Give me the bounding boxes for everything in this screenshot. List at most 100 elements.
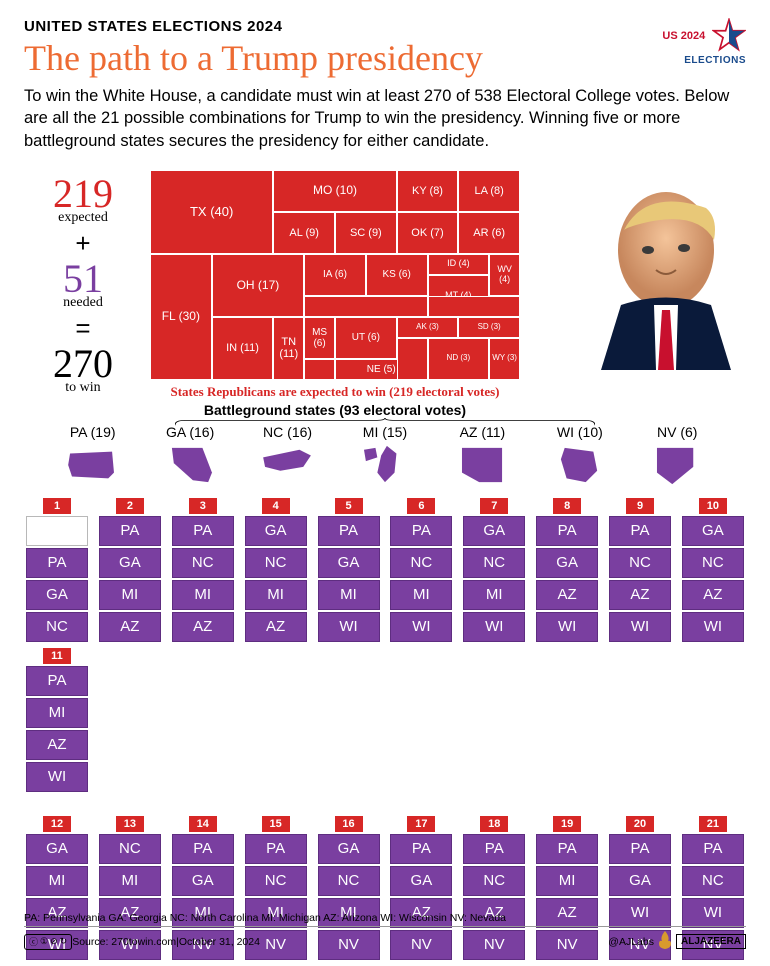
- state-shape-icon: [357, 444, 412, 486]
- battleground-row: PA (19)GA (16)NC (16)MI (15)AZ (11)WI (1…: [44, 424, 726, 486]
- treemap-cell: IN (11): [212, 317, 274, 380]
- cc-badge: ⓒ ① ⊘ ↻: [24, 934, 72, 950]
- header-text: UNITED STATES ELECTIONS 2024 The path to…: [24, 18, 483, 79]
- needed-number: 51: [24, 261, 142, 297]
- nc-icon: ⊘: [50, 936, 58, 947]
- treemap-cell: LA (8): [458, 170, 520, 212]
- expected-number: 219: [24, 176, 142, 212]
- combination-number: 16: [335, 816, 363, 832]
- combination-state-cell: PA: [26, 548, 88, 578]
- battleground-state-label: WI (10): [531, 424, 628, 440]
- treemap-cell: KY (8): [397, 170, 459, 212]
- combination-state-cell: WI: [318, 612, 380, 642]
- combination-column: 8PAGAAZWI: [536, 498, 598, 644]
- treemap-cell: MO (10): [273, 170, 396, 212]
- combination-state-cell: GA: [26, 580, 88, 610]
- combination-state-cell: NC: [682, 548, 744, 578]
- combination-state-cell: NC: [463, 866, 525, 896]
- battleground-state-label: MI (15): [336, 424, 433, 440]
- date-text: October 31, 2024: [179, 936, 260, 948]
- combination-state-cell: NC: [390, 548, 452, 578]
- combination-number: 12: [43, 816, 71, 832]
- state-shape-icon: [552, 444, 607, 486]
- combination-number: 5: [335, 498, 363, 514]
- combination-column: 2PAGAMIAZ: [99, 498, 161, 644]
- battleground-state-label: NV (6): [629, 424, 726, 440]
- combination-column: 4GANCMIAZ: [245, 498, 307, 644]
- treemap-cell: WV (4): [489, 254, 520, 296]
- battleground-state: AZ (11): [434, 424, 531, 486]
- combination-number: 13: [116, 816, 144, 832]
- combination-state-cell: WI: [390, 612, 452, 642]
- combination-state-cell: AZ: [536, 580, 598, 610]
- headline: The path to a Trump presidency: [24, 37, 483, 79]
- combination-number: 9: [626, 498, 654, 514]
- combination-number: 4: [262, 498, 290, 514]
- combination-state-cell: PA: [99, 516, 161, 546]
- plus-sign: +: [24, 228, 142, 259]
- treemap-cell: TX (40): [150, 170, 273, 254]
- combination-state-cell: MI: [99, 580, 161, 610]
- state-shape-icon: [260, 444, 315, 486]
- math-block: 219 expected + 51 needed = 270 to win: [24, 170, 142, 396]
- combination-column: 7GANCMIWI: [463, 498, 525, 644]
- combination-state-cell: AZ: [26, 730, 88, 760]
- combination-number: 19: [553, 816, 581, 832]
- treemap-cell: AK (3): [397, 317, 459, 338]
- row-gap: [26, 798, 744, 812]
- combination-number: 2: [116, 498, 144, 514]
- combination-state-cell: MI: [172, 580, 234, 610]
- treemap-cell: MS (6): [304, 317, 335, 359]
- treemap-cell: UT (6): [335, 317, 397, 359]
- combination-state-cell: NC: [463, 548, 525, 578]
- battleground-state: NV (6): [629, 424, 726, 486]
- combination-state-cell: GA: [318, 834, 380, 864]
- towin-number: 270: [24, 346, 142, 382]
- expected-label: expected: [24, 210, 142, 226]
- combination-empty-cell: [26, 516, 88, 546]
- treemap-cell: KS (6): [366, 254, 428, 296]
- treemap-cell: TN (11): [273, 317, 304, 380]
- kicker: UNITED STATES ELECTIONS 2024: [24, 18, 483, 35]
- combination-number: 1: [43, 498, 71, 514]
- treemap: TX (40)FL (30)OH (17)IN (11)TN (11)MO (1…: [150, 170, 520, 380]
- battleground-state-label: NC (16): [239, 424, 336, 440]
- treemap-cell: ID (4): [428, 254, 490, 275]
- logo-line2: ELECTIONS: [684, 55, 746, 66]
- treemap-caption-red: States Republicans are expected to win (…: [150, 384, 520, 400]
- treemap-cell: [428, 296, 521, 317]
- combination-state-cell: PA: [318, 516, 380, 546]
- combination-state-cell: PA: [609, 834, 671, 864]
- combinations-grid: 1PAGANC2PAGAMIAZ3PANCMIAZ4GANCMIAZ5PAGAM…: [26, 498, 744, 966]
- combination-state-cell: WI: [536, 612, 598, 642]
- state-shape-icon: [163, 444, 218, 486]
- battleground-state: GA (16): [141, 424, 238, 486]
- combination-state-cell: PA: [609, 516, 671, 546]
- treemap-cell: WY (3): [489, 338, 520, 380]
- combination-state-cell: AZ: [99, 612, 161, 642]
- combination-state-cell: PA: [26, 666, 88, 696]
- combination-state-cell: GA: [172, 866, 234, 896]
- combination-state-cell: MI: [26, 866, 88, 896]
- towin-label: to win: [24, 380, 142, 396]
- combination-state-cell: WI: [682, 612, 744, 642]
- combination-state-cell: PA: [245, 834, 307, 864]
- footer: PA: Pennsylvania GA: Georgia NC: North C…: [24, 912, 746, 952]
- combination-state-cell: PA: [536, 834, 598, 864]
- combination-state-cell: AZ: [609, 580, 671, 610]
- treemap-block: TX (40)FL (30)OH (17)IN (11)TN (11)MO (1…: [150, 170, 520, 418]
- combination-state-cell: GA: [463, 516, 525, 546]
- treemap-cell: SD (3): [458, 317, 520, 338]
- combination-state-cell: AZ: [172, 612, 234, 642]
- brace-icon: [175, 418, 595, 426]
- brand-text: ALJAZEERA: [676, 934, 746, 949]
- combination-state-cell: GA: [318, 548, 380, 578]
- combination-number: 17: [407, 816, 435, 832]
- combination-state-cell: MI: [463, 580, 525, 610]
- combination-number: 14: [189, 816, 217, 832]
- combination-state-cell: NC: [318, 866, 380, 896]
- combination-state-cell: MI: [245, 580, 307, 610]
- elections-logo: US 2024 ELECTIONS: [662, 18, 746, 66]
- treemap-cell: [397, 338, 428, 380]
- battleground-state-label: PA (19): [44, 424, 141, 440]
